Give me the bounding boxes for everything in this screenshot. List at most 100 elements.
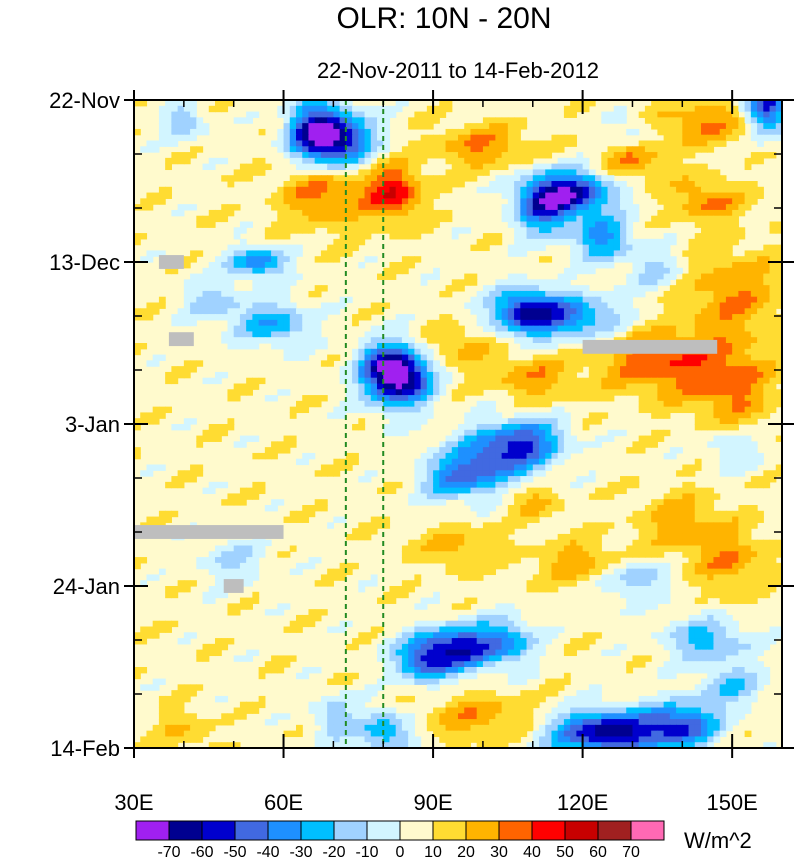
field-cell — [314, 123, 322, 130]
field-cell — [757, 400, 764, 408]
field-cell — [588, 175, 596, 182]
field-cell — [358, 337, 366, 344]
field-cell — [757, 412, 764, 419]
field-cell — [738, 279, 746, 286]
field-cell — [701, 406, 708, 414]
field-cell — [327, 302, 334, 309]
field-cell — [701, 325, 708, 333]
field-cell — [158, 192, 166, 199]
field-cell — [314, 470, 322, 477]
field-cell — [296, 221, 303, 228]
field-cell — [433, 487, 440, 495]
field-cell — [570, 383, 577, 390]
field-cell — [152, 308, 160, 315]
field-cell — [563, 192, 571, 199]
field-cell — [426, 377, 434, 385]
field-cell — [302, 140, 310, 147]
field-cell — [489, 424, 496, 431]
field-cell — [439, 493, 447, 500]
field-cell — [134, 348, 141, 356]
field-cell — [476, 163, 484, 171]
field-cell — [408, 418, 415, 425]
field-cell — [769, 476, 777, 483]
field-cell — [296, 186, 303, 194]
field-cell — [644, 238, 652, 246]
field-cell — [314, 157, 322, 165]
field-cell — [682, 128, 690, 136]
field-cell — [732, 181, 739, 188]
field-cell — [588, 215, 596, 223]
field-cell — [252, 157, 260, 165]
field-cell — [227, 574, 235, 581]
field-cell — [725, 458, 733, 466]
field-cell — [707, 215, 715, 223]
field-cell — [638, 163, 646, 171]
field-cell — [707, 580, 715, 587]
field-cell — [545, 441, 553, 448]
field-cell — [401, 262, 409, 269]
field-cell — [669, 215, 677, 223]
field-cell — [769, 383, 777, 390]
field-cell — [626, 580, 634, 587]
field-cell — [495, 140, 503, 147]
field-cell — [146, 250, 154, 257]
field-cell — [327, 412, 334, 419]
field-cell — [152, 418, 160, 425]
field-cell — [595, 562, 602, 570]
field-cell — [551, 447, 559, 454]
field-cell — [289, 198, 297, 205]
field-cell — [495, 302, 503, 309]
field-cell — [588, 314, 596, 321]
field-cell — [763, 256, 771, 263]
field-cell — [563, 331, 571, 338]
field-cell — [763, 470, 771, 477]
field-cell — [707, 395, 715, 402]
field-cell — [738, 192, 746, 199]
field-cell — [302, 209, 310, 217]
field-cell — [501, 117, 509, 124]
field-cell — [526, 181, 534, 188]
field-cell — [632, 250, 640, 257]
field-cell — [514, 337, 521, 344]
field-cell — [495, 371, 503, 379]
field-cell — [775, 389, 782, 396]
field-cell — [408, 146, 415, 153]
field-cell — [507, 476, 515, 483]
field-cell — [208, 481, 216, 489]
field-cell — [595, 377, 602, 385]
field-cell — [563, 441, 571, 448]
field-cell — [651, 244, 658, 252]
field-cell — [725, 533, 733, 541]
field-cell — [364, 134, 372, 142]
field-cell — [769, 325, 777, 333]
field-cell — [570, 308, 577, 315]
field-cell — [482, 441, 490, 448]
field-cell — [345, 163, 353, 171]
field-cell — [663, 157, 671, 165]
field-cell — [582, 215, 590, 223]
field-cell — [208, 377, 216, 385]
field-cell — [545, 209, 553, 217]
field-cell — [364, 169, 372, 176]
field-cell — [514, 128, 521, 136]
field-cell — [539, 238, 546, 246]
field-cell — [738, 273, 746, 280]
field-cell — [426, 273, 434, 280]
field-cell — [563, 551, 571, 558]
field-cell — [352, 406, 359, 414]
field-cell — [146, 204, 154, 211]
field-cell — [445, 152, 453, 159]
field-cell — [526, 400, 534, 408]
field-cell — [514, 192, 521, 199]
field-cell — [283, 319, 291, 327]
field-cell — [358, 215, 366, 223]
field-cell — [140, 343, 148, 350]
field-cell — [713, 371, 721, 379]
field-cell — [464, 175, 472, 182]
field-cell — [545, 574, 553, 581]
field-cell — [763, 360, 771, 367]
field-cell — [252, 302, 260, 309]
field-cell — [663, 233, 671, 240]
field-cell — [239, 499, 247, 506]
field-cell — [769, 105, 777, 113]
